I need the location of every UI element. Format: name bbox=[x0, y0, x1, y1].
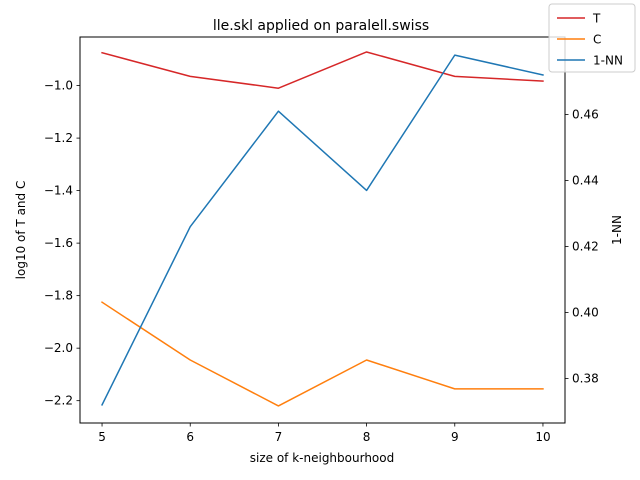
series-line-t bbox=[101, 51, 544, 89]
y-axis-left-label: log10 of T and C bbox=[14, 181, 28, 280]
y-left-tick-label: −1.6 bbox=[44, 236, 73, 250]
chart-title: lle.skl applied on paralell.swiss bbox=[213, 18, 429, 34]
y-right-tick-label: 0.38 bbox=[572, 371, 599, 385]
plot-area bbox=[101, 51, 544, 407]
legend-label: T bbox=[592, 12, 601, 26]
y-left-tick-label: −2.0 bbox=[44, 341, 73, 355]
x-tick-label: 7 bbox=[275, 430, 283, 444]
legend-label: C bbox=[593, 33, 601, 47]
x-tick-label: 5 bbox=[98, 430, 106, 444]
y-right-tick-label: 0.44 bbox=[572, 174, 599, 188]
legend-box bbox=[548, 3, 636, 73]
x-tick-label: 10 bbox=[535, 430, 550, 444]
x-tick-label: 9 bbox=[451, 430, 459, 444]
x-tick-label: 8 bbox=[363, 430, 371, 444]
x-axis-label: size of k-neighbourhood bbox=[250, 451, 394, 465]
y-right-tick-label: 0.42 bbox=[572, 239, 599, 253]
y-right-tick-label: 0.40 bbox=[572, 305, 599, 319]
y-left-tick-label: −1.8 bbox=[44, 289, 73, 303]
series-line-c bbox=[101, 301, 544, 407]
y-left-tick-label: −1.2 bbox=[44, 131, 73, 145]
legend: TC 1-NN bbox=[548, 3, 636, 73]
plot-frame bbox=[79, 36, 566, 424]
x-tick-label: 6 bbox=[186, 430, 194, 444]
y-right-tick-label: 0.46 bbox=[572, 108, 599, 122]
y-axis-right-label: 1-NN bbox=[610, 215, 624, 245]
axes: 5 6 7 8 9 10 −2.2 −2.0 −1.8 −1.6 −1.4 −1.2 −1.0 0.38 0… bbox=[44, 79, 599, 444]
y-left-tick-label: −2.2 bbox=[44, 394, 73, 408]
legend-label: 1-NN bbox=[593, 54, 623, 68]
y-left-tick-label: −1.0 bbox=[44, 79, 73, 93]
y-left-tick-label: −1.4 bbox=[44, 184, 73, 198]
series-line-1-nn bbox=[101, 54, 544, 406]
